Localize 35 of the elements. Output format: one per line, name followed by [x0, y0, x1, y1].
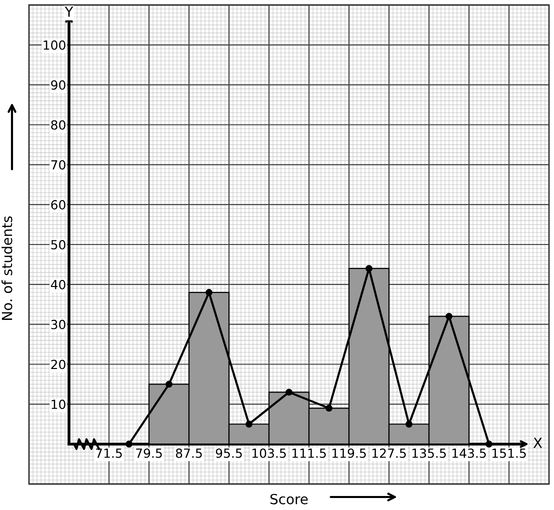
- x-axis-title: Score: [270, 494, 308, 504]
- point: [206, 288, 212, 296]
- x-tick-label: 79.5: [136, 448, 162, 458]
- x-tick-label: 151.5: [492, 448, 526, 458]
- y-tick-label: 40: [50, 280, 66, 290]
- y-tick-label: 70: [51, 160, 66, 170]
- x-tick-label: 95.5: [216, 448, 242, 458]
- point: [366, 264, 372, 272]
- y-tick-label: 80: [51, 120, 66, 130]
- x-tick-label: 111.5: [292, 448, 326, 458]
- point: [486, 440, 492, 448]
- y-tick-label: 30: [51, 320, 66, 330]
- y-tick-label: 90: [51, 80, 66, 90]
- y-axis-title: No. of students: [2, 216, 12, 320]
- point: [246, 420, 252, 428]
- annotation: X: [533, 438, 542, 448]
- y-tick-label: 10: [52, 400, 66, 410]
- y-tick-label: 50: [51, 240, 66, 250]
- point: [406, 420, 412, 428]
- x-tick-label: 135.5: [412, 448, 446, 458]
- point: [446, 312, 452, 320]
- x-tick-label: 143.5: [452, 448, 486, 458]
- y-tick-label: 20: [51, 360, 66, 370]
- y-tick-label: 60: [51, 200, 66, 210]
- y-tick-label: 100: [44, 40, 66, 50]
- point: [126, 440, 132, 448]
- x-tick-label: 103.5: [252, 448, 286, 458]
- x-tick-label: 127.5: [372, 448, 406, 458]
- point: [326, 404, 332, 412]
- point: [166, 380, 172, 388]
- annotation: Y: [64, 6, 74, 17]
- x-tick-label: 119.5: [332, 448, 366, 458]
- x-tick-label: 71.5: [96, 448, 122, 458]
- x-tick-label: 87.5: [176, 448, 202, 458]
- point: [286, 388, 292, 396]
